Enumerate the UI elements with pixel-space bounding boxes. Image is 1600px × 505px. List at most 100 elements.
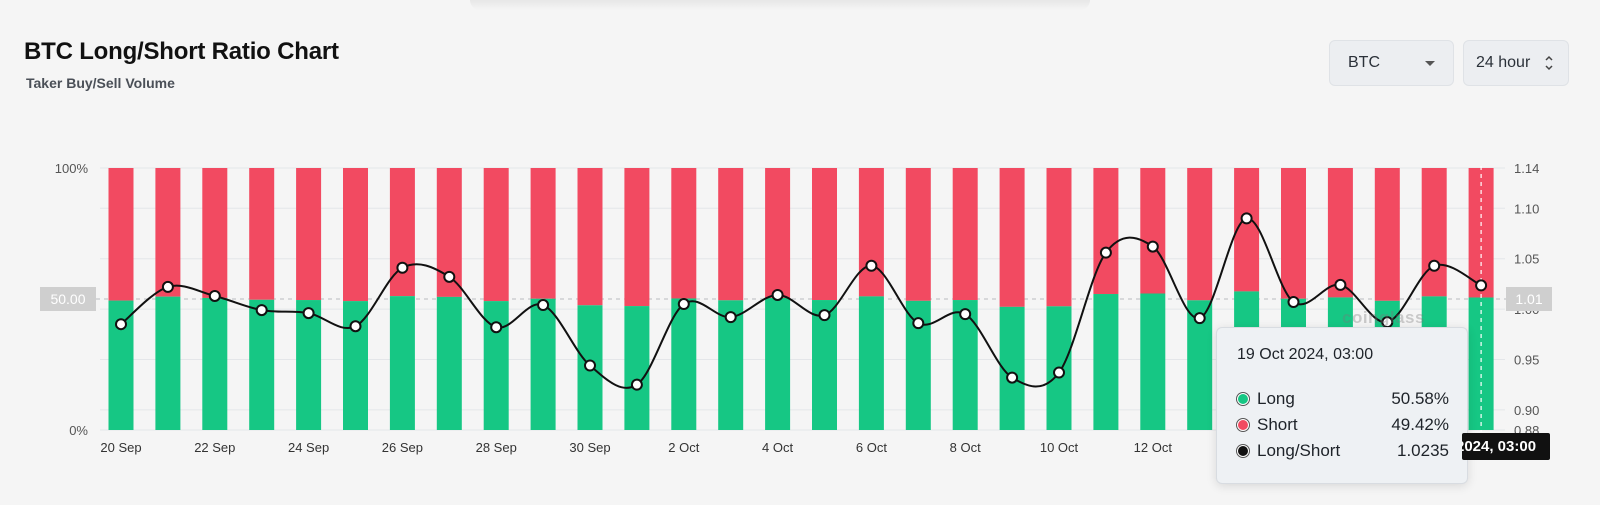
ratio-point <box>115 318 127 331</box>
ratio-point <box>537 299 550 312</box>
hover-date-label: 19 Oct 2024, 03:00 <box>1462 433 1550 460</box>
bar-short <box>812 168 837 301</box>
ratio-point <box>1146 240 1159 253</box>
long-dot-icon <box>1237 393 1249 405</box>
tooltip-long-value: 50.58% <box>1391 389 1449 408</box>
chart-tooltip: 19 Oct 2024, 03:00 Long 50.58% Short 49.… <box>1216 327 1468 484</box>
chart-bars <box>108 168 1494 430</box>
ratio-line-path <box>120 217 1482 389</box>
left-axis-tick-label: 100% <box>55 161 89 176</box>
ratio-point <box>255 304 268 317</box>
ratio-point <box>677 298 690 311</box>
left-axis-tick-label: 50.00 <box>50 291 85 307</box>
right-axis-tick-label: 1.14 <box>1514 161 1539 176</box>
bar-short <box>343 168 368 302</box>
ratio-point <box>912 317 925 330</box>
chart-axes: 0%50.00100%0.880.900.951.001.051.101.141… <box>40 161 1552 455</box>
ratio-point <box>490 321 503 334</box>
watermark: coinglass <box>1342 308 1425 327</box>
right-axis-badge <box>1506 287 1552 311</box>
x-axis-tick-label: 12 Oct <box>1134 440 1173 455</box>
ratio-point <box>818 309 831 322</box>
bar-long <box>1468 297 1494 430</box>
bar-short <box>249 168 275 300</box>
ratio-point <box>208 289 221 302</box>
up-down-chevron-icon <box>1545 55 1553 71</box>
bar-short <box>1421 168 1447 297</box>
bar-short <box>765 168 791 298</box>
bar-short <box>671 168 697 299</box>
top-shadow <box>470 0 1090 10</box>
bar-short <box>296 168 322 301</box>
bar-long <box>436 296 462 430</box>
period-select-label: 24 hour <box>1476 54 1531 71</box>
bar-short <box>108 168 134 301</box>
bar-short <box>1140 168 1166 294</box>
x-axis-tick-label: 30 Sep <box>569 440 610 455</box>
ratio-point <box>443 270 456 283</box>
bar-short <box>999 168 1025 307</box>
ratio-dot-icon <box>1237 445 1249 457</box>
bar-long <box>812 300 837 430</box>
bar-long <box>202 297 228 430</box>
ratio-point <box>1006 371 1019 384</box>
ratio-point <box>302 307 315 320</box>
ratio-point <box>865 259 878 272</box>
tooltip-date: 19 Oct 2024, 03:00 <box>1237 346 1374 363</box>
bar-short <box>1187 168 1213 301</box>
x-axis-tick-label: 20 Sep <box>100 440 141 455</box>
tooltip-short-label: Short <box>1257 415 1298 434</box>
bar-long <box>389 296 415 430</box>
right-axis-tick-label: 1.05 <box>1514 252 1539 267</box>
bar-short <box>718 168 744 301</box>
x-axis-tick-label: 26 Sep <box>382 440 423 455</box>
right-axis-tick-label: 1.10 <box>1514 201 1539 216</box>
x-axis-tick-label: 22 Sep <box>194 440 235 455</box>
bar-short <box>1374 168 1400 301</box>
bar-short <box>483 168 509 302</box>
bar-short <box>1327 168 1353 298</box>
asset-select-label: BTC <box>1348 54 1380 71</box>
ratio-point <box>1240 212 1253 225</box>
bar-long <box>858 296 884 430</box>
page-title: BTC Long/Short Ratio Chart <box>24 38 339 65</box>
bar-short <box>624 168 650 307</box>
bar-long <box>624 306 650 430</box>
tooltip-row-ratio: Long/Short 1.0235 <box>1237 438 1449 464</box>
ratio-point <box>1287 296 1300 309</box>
bar-short <box>155 168 181 297</box>
tooltip-long-label: Long <box>1257 389 1295 408</box>
bar-short <box>530 168 556 299</box>
ratio-point <box>161 280 174 293</box>
page-subtitle: Taker Buy/Sell Volume <box>26 75 175 91</box>
bar-long <box>1093 294 1119 430</box>
bar-short <box>1093 168 1119 295</box>
left-axis-badge <box>40 287 96 311</box>
ratio-point <box>1475 279 1488 292</box>
bar-short <box>577 168 603 306</box>
tooltip-ratio-value: 1.0235 <box>1397 441 1449 460</box>
x-axis-tick-label: 8 Oct <box>950 440 981 455</box>
bar-short <box>1281 168 1306 299</box>
ratio-point <box>1099 246 1112 259</box>
ratio-line <box>115 212 1488 391</box>
ratio-point <box>396 261 409 274</box>
x-axis-tick-label: 2 Oct <box>668 440 699 455</box>
bar-short <box>1046 168 1072 307</box>
bar-short <box>1234 168 1260 292</box>
x-axis-tick-label: 28 Sep <box>476 440 517 455</box>
ratio-point <box>771 288 784 301</box>
chevron-down-icon <box>1425 61 1435 66</box>
ratio-point <box>724 311 737 324</box>
asset-select[interactable]: BTC <box>1329 40 1454 86</box>
bar-long <box>296 300 322 430</box>
bar-long <box>765 297 791 430</box>
ratio-point <box>1193 312 1206 325</box>
period-select[interactable]: 24 hour <box>1463 40 1569 86</box>
tooltip-ratio-label: Long/Short <box>1257 441 1341 460</box>
bar-short <box>905 168 931 301</box>
bar-long <box>671 298 697 430</box>
ratio-point <box>1053 366 1065 379</box>
x-axis-tick-label: 6 Oct <box>856 440 887 455</box>
